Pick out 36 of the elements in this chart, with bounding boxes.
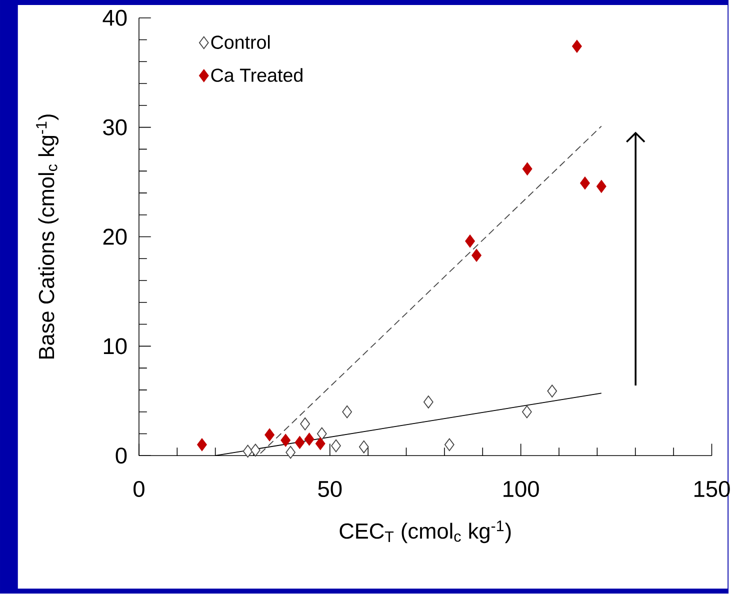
point bbox=[580, 176, 590, 190]
legend-label: Control bbox=[211, 35, 270, 50]
x-tick-label: 50 bbox=[318, 481, 342, 498]
point bbox=[315, 437, 326, 450]
legend-label: Ca Treated bbox=[211, 68, 302, 82]
point bbox=[264, 428, 274, 442]
point bbox=[465, 234, 475, 248]
point bbox=[331, 440, 341, 452]
point bbox=[522, 406, 532, 418]
point bbox=[197, 438, 207, 452]
point bbox=[294, 436, 305, 450]
y-tick-label: 30 bbox=[103, 119, 127, 136]
y-tick-label: 10 bbox=[104, 338, 127, 354]
y-tick-label: 40 bbox=[102, 10, 127, 26]
point bbox=[358, 440, 369, 454]
point bbox=[316, 428, 327, 440]
x-tick-label: 0 bbox=[134, 481, 144, 498]
x-tick-label: 100 bbox=[504, 481, 539, 498]
y-tick-label: 0 bbox=[116, 448, 127, 464]
point bbox=[522, 162, 532, 176]
point bbox=[250, 444, 260, 457]
point bbox=[300, 418, 310, 430]
point bbox=[423, 396, 434, 409]
point bbox=[342, 406, 352, 418]
point bbox=[572, 40, 582, 53]
point bbox=[596, 180, 606, 193]
point bbox=[547, 384, 558, 398]
point bbox=[280, 434, 291, 447]
point bbox=[286, 446, 296, 459]
point bbox=[304, 433, 314, 446]
point bbox=[472, 249, 482, 262]
y-axis-title: Base Cations (cmol$_{c}$ kg$^{-1}$) bbox=[36, 114, 59, 359]
y-tick-label: 20 bbox=[103, 228, 127, 245]
point bbox=[242, 445, 253, 458]
x-axis-title: CEC$_{T}$ (cmol$_{c}$ kg$^{-1}$) bbox=[340, 520, 511, 544]
point bbox=[444, 438, 454, 452]
